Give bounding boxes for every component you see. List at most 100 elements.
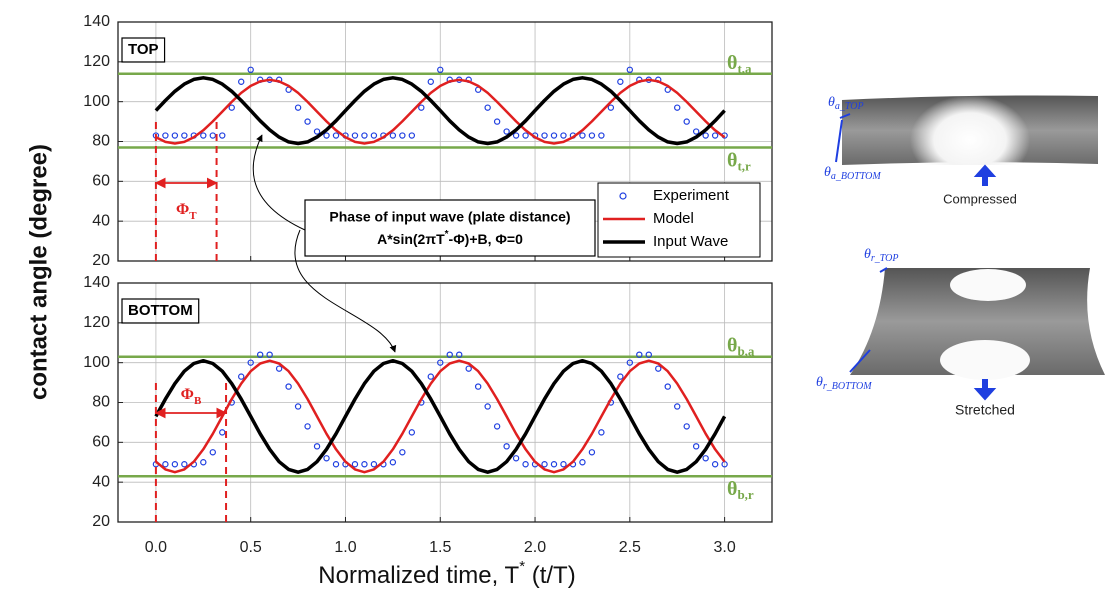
y-tick-label: 40	[92, 212, 110, 229]
experiment-point	[550, 132, 558, 139]
annotation-box	[304, 199, 596, 257]
y-tick-label: 100	[83, 93, 110, 110]
experiment-point	[541, 461, 548, 468]
experiment-point	[598, 132, 605, 139]
experiment-point	[446, 351, 453, 358]
legend: Experiment Model Input Wave	[597, 182, 761, 258]
experiment-point	[588, 449, 596, 456]
panel-label-box	[121, 37, 166, 63]
experiment-point	[219, 132, 226, 139]
photo-label-base: θ	[816, 375, 823, 390]
experiment-point	[560, 132, 567, 139]
reference-label-sub: b,r	[737, 487, 753, 502]
experiment-point	[617, 78, 624, 85]
experiment-point	[626, 359, 634, 366]
photo-label-sub: a_BOTTOM	[831, 171, 881, 182]
photo-highlight	[950, 269, 1026, 301]
angle-marker	[849, 267, 888, 373]
photo-label: θa_BOTTOM	[824, 165, 881, 182]
photo-mask	[830, 165, 1105, 195]
y-tick-label: 120	[83, 53, 110, 70]
experiment-point	[275, 365, 283, 372]
experiment-point	[674, 403, 681, 410]
photo-caption: Stretched	[955, 402, 1015, 418]
experiment-point	[437, 359, 444, 366]
experiment-point	[389, 132, 397, 139]
experiment-point	[323, 455, 330, 462]
experiment-point	[692, 443, 700, 450]
y-axis-label: contact angle (degree)	[25, 144, 52, 400]
experiment-point	[484, 104, 491, 111]
annotation-arrow	[252, 134, 306, 231]
experiment-point	[522, 132, 529, 139]
experiment-point	[238, 373, 245, 380]
experiment-point	[361, 132, 368, 139]
experiment-point	[702, 455, 709, 462]
experiment-point	[512, 132, 520, 139]
photo-highlight	[940, 340, 1030, 380]
y-tick-label: 80	[92, 133, 110, 150]
y-tick-label: 100	[83, 354, 110, 371]
x-label-base: Normalized time, T	[318, 562, 519, 589]
photo-label-base: θ	[864, 247, 871, 262]
experiment-point	[351, 132, 359, 139]
reference-label-base: θ	[727, 334, 737, 356]
reference-label-sub: t,a	[737, 61, 752, 76]
experiment-point	[389, 459, 397, 466]
x-tick-label: 0.0	[145, 539, 167, 556]
experiment-point	[399, 449, 406, 456]
legend-label: Experiment	[653, 187, 730, 204]
experiment-point	[200, 459, 207, 466]
experiment-point	[304, 423, 311, 430]
experiment-point	[579, 132, 586, 139]
phase-label-sub: T	[189, 210, 197, 222]
photo-label-base: θ	[828, 95, 835, 110]
y-tick-label: 60	[92, 434, 110, 451]
panel-label: BOTTOM	[128, 302, 193, 319]
photo-label: θr_TOP	[864, 247, 899, 264]
experiment-point	[370, 132, 378, 139]
experiment-point	[512, 455, 520, 462]
experiment-point	[370, 461, 378, 468]
x-tick-label: 2.5	[619, 539, 641, 556]
experiment-point	[674, 104, 681, 111]
y-tick-label: 140	[83, 13, 110, 30]
experiment-point	[474, 383, 482, 390]
experiment-point	[503, 443, 510, 450]
experiment-point	[181, 461, 188, 468]
experiment-point	[418, 104, 425, 111]
experiment-point	[522, 461, 529, 468]
experiment-point	[247, 359, 254, 366]
experiment-point	[209, 449, 216, 456]
experiment-point	[294, 403, 302, 410]
photo-label-base: θ	[824, 165, 831, 180]
experiment-point	[313, 443, 321, 450]
experiment-point	[361, 461, 368, 468]
experiment-point	[304, 118, 311, 125]
reference-label-base: θ	[727, 478, 737, 500]
y-tick-label: 120	[83, 314, 110, 331]
experiment-point	[285, 383, 292, 390]
experiment-point	[465, 365, 472, 372]
angle-marker	[835, 113, 851, 163]
arrow-down	[973, 379, 997, 401]
input-wave-line	[154, 358, 727, 474]
annotation-line1: Phase of input wave (plate distance)	[329, 209, 570, 225]
reference-label-sub: t,r	[737, 158, 751, 173]
experiment-point	[493, 423, 501, 430]
experiment-point	[437, 66, 444, 74]
phase-label-sub: B	[194, 395, 202, 407]
experiment-point	[579, 459, 586, 466]
experiment-point	[238, 78, 245, 85]
annotation-sup: *	[445, 229, 449, 240]
experiment-point	[427, 78, 434, 85]
experiment-point	[636, 351, 643, 358]
y-tick-label: 60	[92, 173, 110, 190]
legend-symbol	[619, 192, 627, 200]
experiment-point	[427, 373, 434, 380]
experiment-point	[294, 104, 302, 111]
photo-compressed	[830, 95, 1105, 195]
experiment-point	[171, 132, 179, 139]
photo-label-sub: r_TOP	[871, 253, 899, 264]
reference-label: θt,a	[727, 51, 752, 75]
